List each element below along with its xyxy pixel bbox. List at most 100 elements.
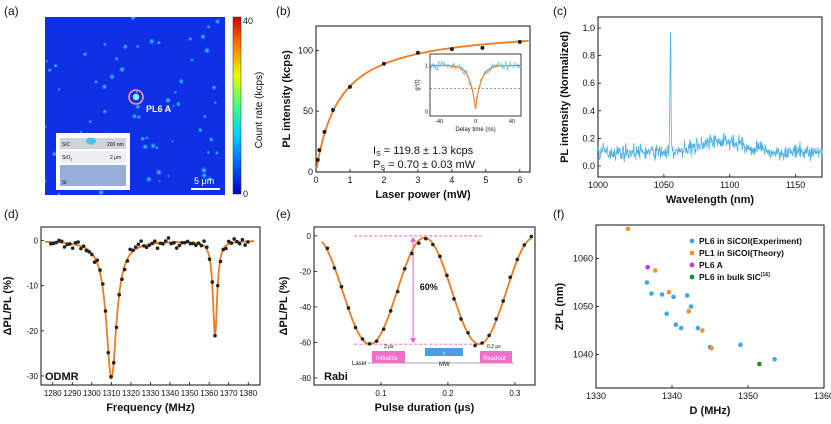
data-point [169,241,174,246]
data-point [213,333,217,338]
data-point [218,259,223,264]
data-point [415,50,420,55]
map-spot [189,57,195,63]
data-point [139,239,143,243]
map-spot [102,42,108,47]
data-point [188,241,193,246]
data-point [65,242,70,247]
map-spot [199,33,207,41]
data-point [73,240,78,245]
data-point [515,257,520,262]
map-spot [155,168,163,177]
data-point [659,292,665,297]
y-tick-label: 0 [308,167,313,177]
x-tick-label: 1050 [654,180,674,190]
x-tick-label: 2 [381,175,386,185]
data-point [700,328,705,333]
data-point [664,311,669,316]
map-spot [144,135,149,141]
data-point [644,280,650,285]
x-axis-label: D (MHz) [690,405,731,417]
data-point [81,244,86,248]
g2-x-tick-label: 40 [509,119,515,125]
data-point [153,239,157,244]
y-tick-label: 1060 [573,254,593,264]
sio2-label: SiO2 [62,155,72,162]
si-label: Si [62,180,66,186]
si-layer [60,165,126,186]
x-tick-label: 0.3 [509,389,521,398]
x-tick-label: 1320 [122,389,140,398]
data-point [196,241,201,245]
data-point [95,258,100,263]
map-spot [108,73,116,81]
map-spot [114,56,120,62]
data-point [452,297,456,301]
data-point [142,244,146,248]
map-spot [135,44,141,49]
colorbar-label: Count rate (kcps) [254,72,265,149]
y-axis-label: PL intensity (kcps) [281,50,293,148]
y-axis-label: ZPL (nm) [554,282,566,330]
legend-label: PL6 A [699,260,723,270]
data-point [315,157,320,162]
data-point [161,242,165,246]
data-point [332,266,337,270]
data-point [395,289,400,294]
waveguide-spot [86,137,96,145]
map-spot [200,166,208,175]
data-point [649,291,654,296]
data-point [122,267,127,272]
legend-label: PL6 in SiCOI(Experiment) [699,236,802,246]
data-point [92,260,97,264]
data-point [111,360,116,365]
map-spot [141,143,149,151]
data-point [402,266,407,271]
map-spot [214,18,222,25]
data-point [473,343,477,348]
map-spot [46,67,53,74]
data-point [237,241,242,246]
data-point [645,264,650,270]
panel-d-letter: (d) [4,207,19,221]
map-spot [52,62,59,69]
x-tick-label: 1340 [662,391,682,401]
x-tick-label: 1290 [63,389,81,398]
panel-a-letter: (a) [4,4,19,18]
g2-y-label: g2(t) [413,79,421,90]
y-axis-label: PL intensity (Normalized) [559,31,571,163]
data-point [103,309,108,313]
legend-label: PL6 in bulk SiC[16] [699,272,770,282]
g2-fit-curve [430,65,521,110]
map-spot [173,90,178,95]
map-spot [129,17,137,22]
data-point [360,337,365,341]
sic-thickness: 200 nm [107,142,124,148]
data-point [207,257,212,262]
x-tick-label: 1 [347,175,352,185]
y-tick-label: -20 [26,327,38,336]
data-point [79,246,83,251]
map-spot [145,175,153,184]
legend-marker [689,250,695,256]
data-point [109,375,113,379]
data-point [684,293,690,298]
x-tick-label: 3 [415,175,420,185]
sio2-layer [60,151,126,163]
mw-label: MW [439,362,450,368]
data-point [529,234,534,239]
y-tick-label: -30 [26,372,38,381]
data-point [367,341,372,346]
data-point [417,241,421,245]
data-point [678,325,684,331]
data-point [120,277,124,282]
y-tick-label: 50 [303,106,313,116]
is-fit-label: IS = 119.8 ± 1.3 kcps [373,145,474,158]
data-point [76,240,80,244]
x-tick-label: 1000 [588,180,608,190]
initialize-duration: 3 μs [384,344,394,350]
data-point [229,241,234,245]
data-point [158,241,163,246]
map-spot [147,37,156,46]
map-spot [175,100,182,108]
